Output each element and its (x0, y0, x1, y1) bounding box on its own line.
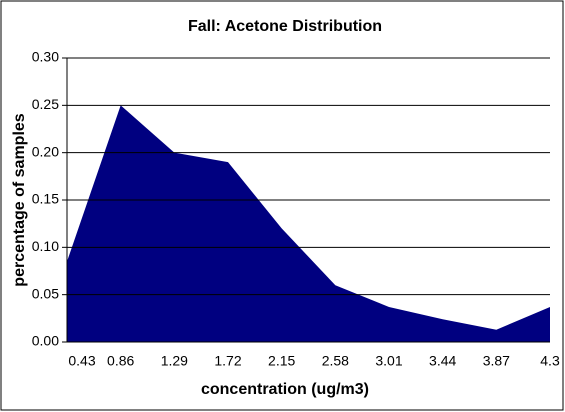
x-tick-label: 3.87 (483, 353, 510, 369)
y-tick-label: 0.10 (32, 238, 59, 254)
x-tick-label: 4.3 (540, 353, 560, 369)
area (67, 105, 550, 342)
y-tick-label: 0.30 (32, 49, 59, 65)
y-tick-label: 0.15 (32, 191, 59, 207)
chart-title: Fall: Acetone Distribution (188, 18, 382, 35)
x-tick-label: 3.01 (375, 353, 402, 369)
y-tick-label: 0.20 (32, 143, 59, 159)
x-tick-label: 2.58 (322, 353, 349, 369)
x-tick-label: 3.44 (429, 353, 456, 369)
y-tick-label: 0.05 (32, 285, 59, 301)
x-tick-label: 1.29 (161, 353, 188, 369)
y-axis-label: percentage of samples (11, 113, 28, 287)
x-tick-label: 0.86 (107, 353, 134, 369)
y-tick-label: 0.25 (32, 96, 59, 112)
x-axis-label: concentration (ug/m3) (201, 381, 369, 398)
x-tick-label: 1.72 (214, 353, 241, 369)
x-tick-label: 0.43 (68, 353, 95, 369)
x-tick-label: 2.15 (268, 353, 295, 369)
y-tick-label: 0.00 (32, 333, 59, 349)
